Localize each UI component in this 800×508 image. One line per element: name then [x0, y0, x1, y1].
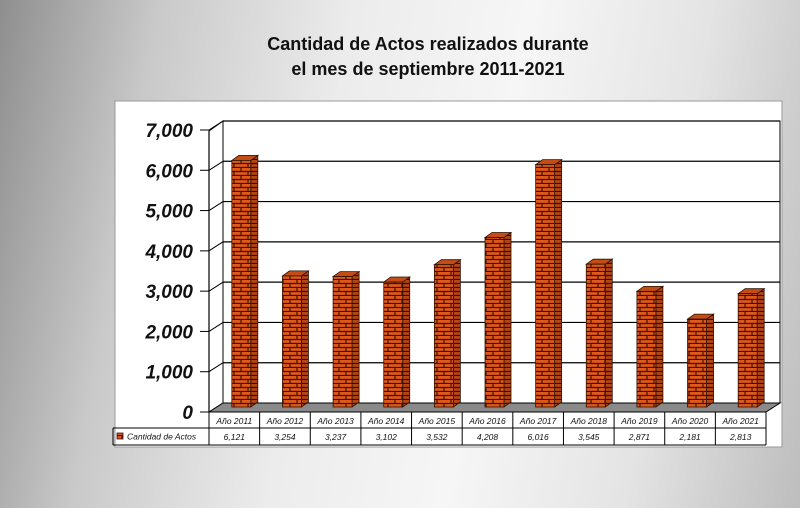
category-label: Año 2016	[468, 416, 506, 426]
category-label: Año 2014	[367, 416, 405, 426]
bar-side	[554, 158, 563, 408]
gridline-side	[208, 362, 224, 373]
bar-side	[402, 276, 411, 408]
bar	[433, 258, 462, 408]
category-label: Año 2011	[215, 416, 252, 426]
value-label: 3,254	[274, 432, 296, 442]
bar	[635, 285, 665, 408]
bar-front	[332, 276, 353, 408]
category-label: Año 2017	[519, 416, 557, 426]
bar-side	[604, 258, 613, 408]
bar-front	[687, 318, 707, 408]
bar-side	[655, 285, 664, 408]
bar-side	[452, 258, 461, 408]
bar	[736, 287, 766, 408]
bar-front	[231, 160, 252, 408]
gridline-side	[208, 241, 224, 252]
bar	[230, 154, 260, 408]
gridline-side	[208, 120, 224, 131]
category-label: Año 2019	[620, 416, 658, 426]
category-label: Año 2012	[266, 416, 304, 426]
bar-front	[484, 237, 505, 408]
data-table: Cantidad de Actos Año 2011 6,121 Año 2012 3…	[112, 412, 767, 446]
value-label: 2,813	[729, 432, 752, 442]
legend-label: Cantidad de Actos	[127, 432, 197, 442]
gridline-side	[208, 201, 224, 211]
bar-side	[250, 154, 259, 408]
y-tick-label: 1,000	[145, 363, 193, 384]
bar	[331, 270, 361, 408]
gridline-side	[208, 281, 224, 292]
bar-side	[351, 270, 360, 408]
y-tick-label: 2,000	[144, 322, 193, 343]
bar-side	[301, 270, 309, 408]
bar-side	[756, 287, 765, 408]
chart-title-line-2: el mes de septiembre 2011-2021	[291, 59, 564, 79]
bar	[382, 276, 411, 408]
bar-side	[706, 313, 714, 408]
value-label: 6,016	[527, 432, 549, 442]
bar-front	[585, 263, 606, 408]
bar	[534, 158, 563, 408]
bar-side	[503, 231, 512, 408]
y-tick-label: 4,000	[144, 242, 193, 263]
chart-title-line-1: Cantidad de Actos realizados durante	[267, 34, 588, 54]
gridline-side	[208, 322, 224, 332]
value-label: 2,871	[628, 432, 651, 442]
gridline-side	[208, 160, 224, 171]
bar	[483, 231, 513, 408]
value-label: 4,208	[477, 432, 499, 442]
category-label: Año 2013	[316, 416, 354, 426]
category-label: Año 2018	[570, 416, 608, 426]
value-label: 3,545	[578, 432, 600, 442]
category-label: Año 2020	[671, 416, 709, 426]
category-label: Año 2021	[721, 416, 759, 426]
bar-front	[433, 264, 454, 408]
bar	[686, 313, 715, 408]
bar-front	[535, 164, 556, 408]
category-label: Año 2015	[418, 416, 456, 426]
y-tick-label: 7,000	[145, 121, 193, 142]
value-label: 3,237	[325, 432, 347, 442]
bar-front	[383, 281, 404, 408]
value-label: 6,121	[224, 432, 246, 442]
side-wall	[208, 120, 224, 413]
value-label: 2,181	[678, 432, 701, 442]
bar-front	[636, 290, 657, 408]
y-tick-label: 3,000	[145, 282, 193, 303]
bar	[585, 258, 614, 408]
bar	[281, 270, 310, 408]
bar-front	[282, 275, 302, 408]
y-tick-label: 5,000	[145, 202, 193, 223]
bars	[230, 154, 766, 408]
y-tick-label: 0	[182, 403, 193, 424]
y-tick-label: 6,000	[145, 161, 193, 182]
legend-key	[116, 432, 124, 440]
value-label: 3,532	[426, 432, 448, 442]
bar-front	[737, 293, 758, 408]
y-axis-ticks: 0 1,000 2,000 3,000 4,000 5,000 6,000 7,000	[144, 121, 210, 424]
value-label: 3,102	[376, 432, 398, 442]
